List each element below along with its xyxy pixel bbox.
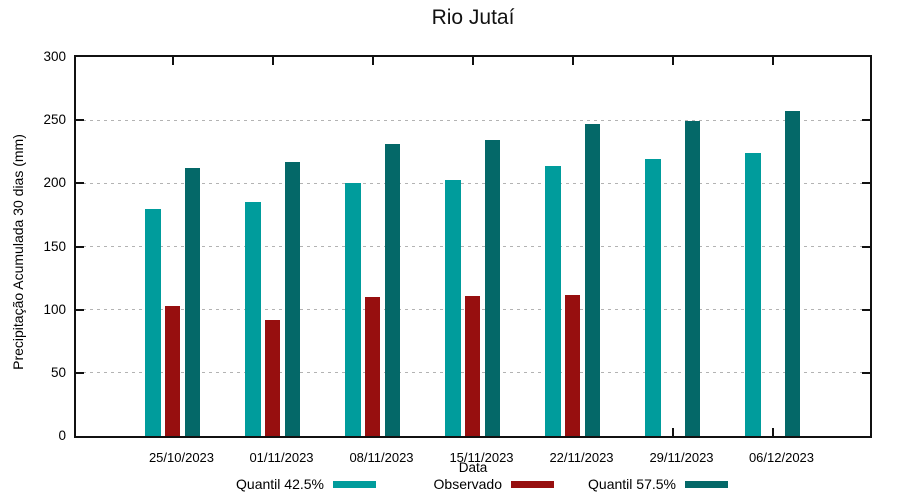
gridline xyxy=(76,182,870,184)
x-tick-mark xyxy=(371,57,374,65)
bar xyxy=(784,111,800,436)
y-tick-label: 250 xyxy=(43,112,66,128)
x-tick-mark xyxy=(171,57,174,65)
x-tick-mark xyxy=(671,428,674,436)
bar xyxy=(364,297,381,436)
legend-label: Quantil 42.5% xyxy=(236,476,324,492)
bar xyxy=(384,144,400,436)
x-tick-label: 25/10/2023 xyxy=(148,450,215,465)
legend-item: Quantil 42.5% xyxy=(73,476,376,493)
bar xyxy=(745,153,761,436)
bar xyxy=(345,183,361,436)
bar xyxy=(545,165,561,436)
bar xyxy=(164,305,181,436)
bar xyxy=(145,208,161,436)
gridline xyxy=(76,119,870,121)
bar xyxy=(264,319,281,436)
legend-swatch xyxy=(685,481,728,488)
bar xyxy=(464,295,481,436)
y-tick-label: 50 xyxy=(50,364,66,380)
bar xyxy=(645,159,661,436)
legend-swatch xyxy=(333,481,376,488)
x-tick-mark xyxy=(271,57,274,65)
bar xyxy=(284,161,300,436)
y-tick-mark xyxy=(862,119,870,122)
y-tick-mark xyxy=(862,308,870,311)
y-tick-mark xyxy=(76,119,84,122)
x-tick-mark xyxy=(671,57,674,65)
legend-label: Quantil 57.5% xyxy=(588,476,676,492)
x-axis-title: Data xyxy=(458,460,488,475)
x-tick-mark xyxy=(771,57,774,65)
x-tick-label: 08/11/2023 xyxy=(349,450,414,465)
y-tick-mark xyxy=(76,371,84,374)
bar xyxy=(184,168,200,436)
bar xyxy=(245,202,261,436)
x-tick-label: 01/11/2023 xyxy=(249,450,314,465)
x-tick-mark xyxy=(471,57,474,65)
y-tick-mark xyxy=(76,308,84,311)
y-tick-mark xyxy=(76,245,84,248)
x-tick-label: 06/12/2023 xyxy=(748,450,815,465)
y-tick-mark xyxy=(862,371,870,374)
legend-item: Observado xyxy=(251,476,554,493)
gridline xyxy=(76,246,870,247)
y-tick-label: 200 xyxy=(43,175,66,191)
y-tick-mark xyxy=(862,245,870,248)
y-tick-mark xyxy=(862,182,870,185)
legend-label: Observado xyxy=(433,476,502,492)
bar xyxy=(445,179,461,436)
bar xyxy=(684,121,700,436)
x-tick-label: 22/11/2023 xyxy=(549,450,614,465)
x-tick-mark xyxy=(771,428,774,436)
bar xyxy=(484,140,500,436)
y-tick-label: 300 xyxy=(43,49,66,64)
x-tick-mark xyxy=(571,57,574,65)
y-tick-mark xyxy=(76,182,84,185)
x-tick-label: 15/11/2023 xyxy=(449,450,514,465)
plot-area xyxy=(74,55,872,438)
legend-item: Quantil 57.5% xyxy=(425,476,728,493)
y-tick-label: 0 xyxy=(58,428,66,443)
y-tick-label: 100 xyxy=(43,301,66,317)
chart-title: Rio Jutaí xyxy=(431,6,515,29)
legend-swatch xyxy=(511,481,554,488)
x-tick-label: 29/11/2023 xyxy=(649,450,714,465)
bar xyxy=(584,123,600,436)
bar xyxy=(564,294,581,436)
y-tick-label: 150 xyxy=(43,238,66,254)
